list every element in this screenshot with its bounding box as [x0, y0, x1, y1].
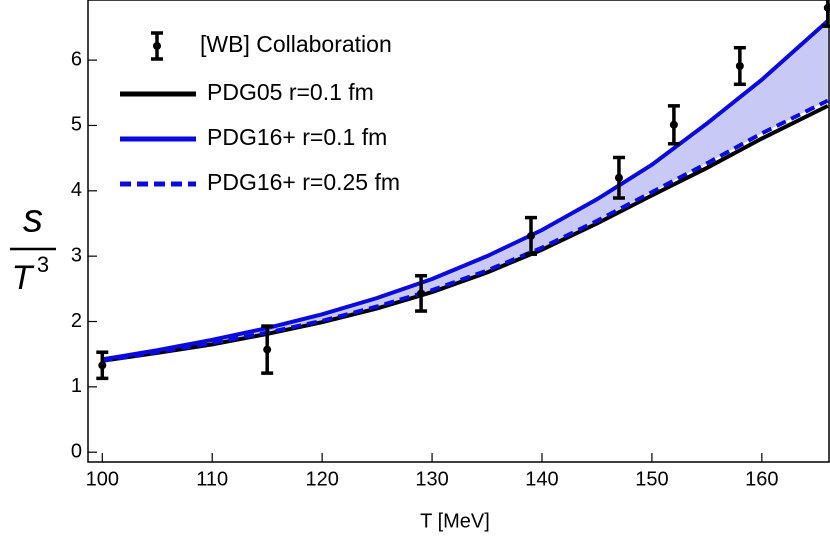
legend-marker — [153, 42, 161, 50]
x-tick-label: 120 — [305, 468, 338, 490]
y-tick-label: 6 — [71, 48, 82, 70]
data-point — [525, 215, 538, 256]
y-label-superscript: 3 — [37, 252, 49, 277]
x-tick-label: 100 — [86, 468, 119, 490]
x-tick-label: 130 — [415, 468, 448, 490]
series-line — [101, 98, 829, 363]
y-label-denominator: T — [12, 259, 35, 297]
data-point — [96, 350, 109, 381]
point-marker — [669, 120, 678, 129]
x-tick-label: 140 — [525, 468, 558, 490]
y-tick-label: 4 — [71, 179, 82, 201]
data-point — [612, 155, 625, 200]
plot-frame — [87, 0, 830, 463]
legend-label: PDG16+ r=0.25 fm — [207, 169, 400, 195]
point-marker — [417, 289, 426, 298]
legend-label: PDG05 r=0.1 fm — [207, 79, 374, 105]
x-tick-label: 110 — [196, 468, 228, 490]
x-tick-label: 150 — [635, 468, 668, 490]
data-point — [415, 274, 428, 313]
point-marker — [527, 231, 536, 240]
y-tick-label: 0 — [71, 440, 82, 462]
point-marker — [263, 345, 272, 354]
plot-area — [96, 0, 830, 381]
y-tick-label: 5 — [71, 114, 82, 136]
legend-label: [WB] Collaboration — [200, 31, 392, 57]
x-axis-label: T [MeV] — [420, 510, 490, 532]
data-point — [261, 324, 274, 375]
y-tick-label: 3 — [71, 244, 82, 266]
point-marker — [735, 62, 744, 70]
legend-label: PDG16+ r=0.1 fm — [207, 124, 387, 150]
point-marker — [98, 361, 107, 370]
data-point — [667, 104, 680, 146]
y-tick-label: 2 — [71, 310, 82, 332]
x-tick-label: 160 — [745, 468, 778, 490]
y-tick-label: 1 — [71, 375, 82, 397]
data-point — [733, 45, 746, 87]
point-marker — [614, 173, 623, 182]
legend: [WB] Collaboration PDG05 r=0.1 fm PDG16+ r… — [120, 31, 400, 195]
series-line — [101, 19, 830, 362]
y-label-numerator: s — [23, 197, 43, 241]
